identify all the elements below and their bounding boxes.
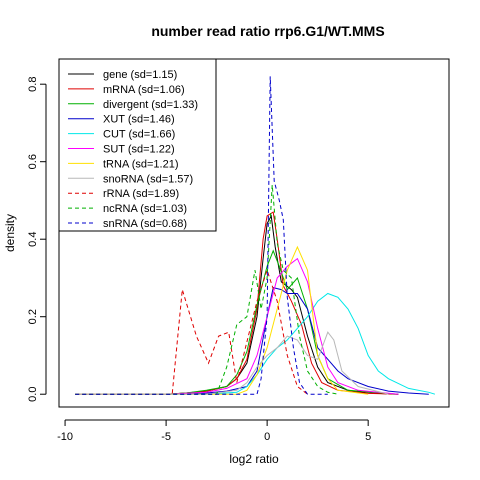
legend: gene (sd=1.15) mRNA (sd=1.06) divergent (s… [58,58,217,232]
legend-entry-2: divergent (sd=1.33) [103,99,198,111]
series-line-3 [75,286,429,395]
y-tick-label: 0.6 [27,154,39,169]
y-tick-label: 0.2 [27,309,39,324]
y-tick-label: 0.4 [27,232,39,247]
x-tick-label: -10 [57,431,73,443]
legend-entry-9: ncRNA (sd=1.03) [103,203,187,215]
series-line-10 [75,76,328,395]
legend-entry-8: rRNA (sd=1.89) [103,188,179,200]
series-line-9 [75,184,338,395]
y-axis: 0.0 0.2 0.4 0.6 0.8 [27,77,47,402]
series-line-6 [75,245,369,395]
series-line-4 [75,292,436,395]
legend-entry-5: SUT (sd=1.22) [103,144,175,156]
legend-entry-10: snRNA (sd=0.68) [103,218,187,230]
series-line-5 [75,257,399,395]
y-axis-label: density [3,214,17,252]
legend-entry-7: snoRNA (sd=1.57) [103,173,193,185]
x-axis: -10 -5 0 5 [57,419,371,443]
x-axis-label: log2 ratio [229,452,279,466]
legend-entry-3: XUT (sd=1.46) [103,114,175,126]
y-tick-label: 0.8 [27,77,39,92]
series-line-8 [75,268,308,395]
x-tick-label: -5 [161,431,171,443]
plot-frame [58,58,450,408]
legend-box [58,58,217,232]
legend-entry-1: mRNA (sd=1.06) [103,84,185,96]
legend-entry-6: tRNA (sd=1.21) [103,158,179,170]
series-lines [75,76,436,395]
x-tick-label: 5 [365,431,371,443]
chart-title: number read ratio rrp6.G1/WT.MMS [151,23,384,39]
legend-entry-0: gene (sd=1.15) [103,69,177,81]
y-tick-label: 0.0 [27,387,39,402]
legend-entry-4: CUT (sd=1.66) [103,129,175,141]
x-tick-label: 0 [264,431,270,443]
series-line-1 [75,211,399,395]
series-line-0 [75,214,399,395]
series-line-7 [75,331,389,395]
series-line-2 [75,249,399,395]
